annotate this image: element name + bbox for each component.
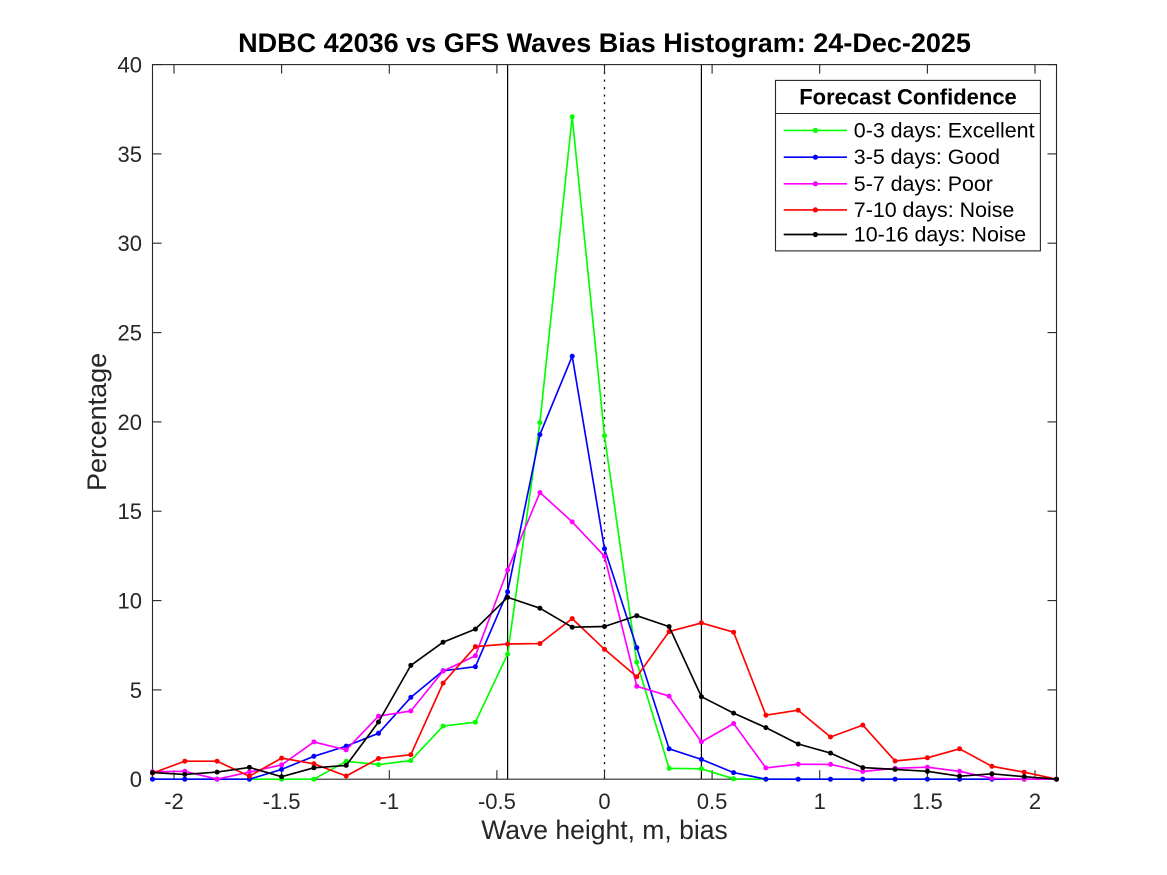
svg-text:0: 0	[598, 789, 610, 814]
svg-text:1: 1	[814, 789, 826, 814]
svg-text:0-3 days: Excellent: 0-3 days: Excellent	[854, 118, 1035, 142]
svg-text:7-10 days: Noise: 7-10 days: Noise	[854, 198, 1015, 222]
svg-text:5: 5	[130, 678, 142, 703]
svg-text:Percentage: Percentage	[82, 353, 112, 491]
svg-text:-1: -1	[380, 789, 400, 814]
svg-text:0.5: 0.5	[697, 789, 728, 814]
svg-text:20: 20	[118, 410, 142, 435]
svg-text:-2: -2	[164, 789, 184, 814]
svg-text:3-5 days: Good: 3-5 days: Good	[854, 145, 1000, 169]
svg-text:10-16 days: Noise: 10-16 days: Noise	[854, 223, 1026, 247]
svg-text:40: 40	[118, 53, 142, 78]
svg-text:-1.5: -1.5	[263, 789, 301, 814]
svg-text:10: 10	[118, 589, 142, 614]
svg-text:25: 25	[118, 321, 142, 346]
svg-text:2: 2	[1029, 789, 1041, 814]
svg-text:NDBC 42036 vs GFS Waves Bias H: NDBC 42036 vs GFS Waves Bias Histogram: …	[238, 28, 971, 58]
svg-text:5-7 days: Poor: 5-7 days: Poor	[854, 172, 993, 196]
svg-text:Wave height, m, bias: Wave height, m, bias	[481, 815, 727, 845]
svg-text:35: 35	[118, 142, 142, 167]
svg-text:15: 15	[118, 499, 142, 524]
svg-text:Forecast Confidence: Forecast Confidence	[799, 85, 1017, 110]
svg-text:1.5: 1.5	[912, 789, 943, 814]
svg-text:0: 0	[130, 767, 142, 792]
svg-text:-0.5: -0.5	[478, 789, 516, 814]
svg-text:30: 30	[118, 231, 142, 256]
